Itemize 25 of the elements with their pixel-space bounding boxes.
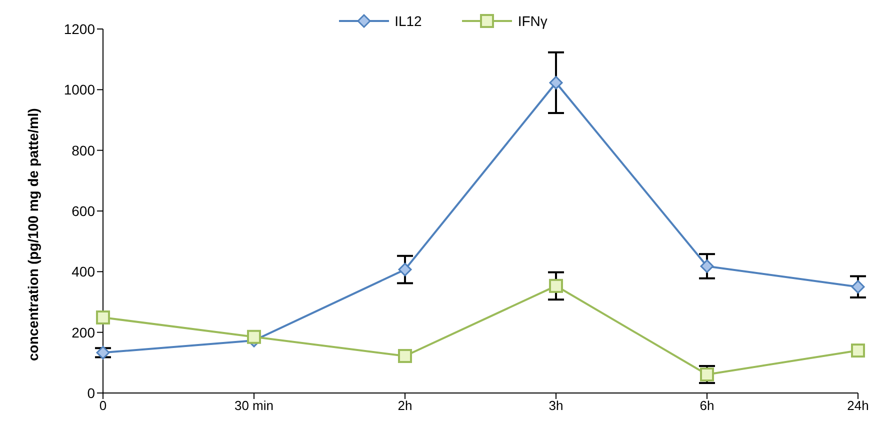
point — [549, 278, 563, 293]
point — [96, 310, 110, 324]
x-tick-label: 6h — [700, 398, 714, 414]
point — [851, 344, 865, 358]
y-axis-title: concentration (pg/100 mg de patte/ml) — [24, 108, 41, 361]
x-tick-label: 0 — [99, 398, 107, 414]
y-tick-label: 800 — [72, 142, 96, 158]
y-tick-label: 1000 — [64, 82, 96, 98]
y-tick-label: 1200 — [64, 20, 96, 37]
x-tick-label: 30 min — [234, 398, 274, 414]
legend-label: IL12 — [394, 13, 422, 29]
point — [700, 259, 714, 273]
point — [398, 262, 412, 276]
point — [398, 348, 412, 363]
y-tick-label: 0 — [87, 384, 96, 401]
x-tick-label: 2h — [398, 398, 412, 414]
point — [247, 330, 261, 344]
point — [549, 76, 563, 90]
y-tick-label: 200 — [72, 324, 96, 340]
legend-label: IFNγ — [518, 13, 548, 29]
point — [851, 280, 865, 294]
x-tick-label: 3h — [548, 398, 564, 414]
x-tick-label: 24h — [847, 398, 869, 414]
y-tick-label: 600 — [72, 202, 96, 219]
y-tick-label: 400 — [72, 264, 96, 280]
